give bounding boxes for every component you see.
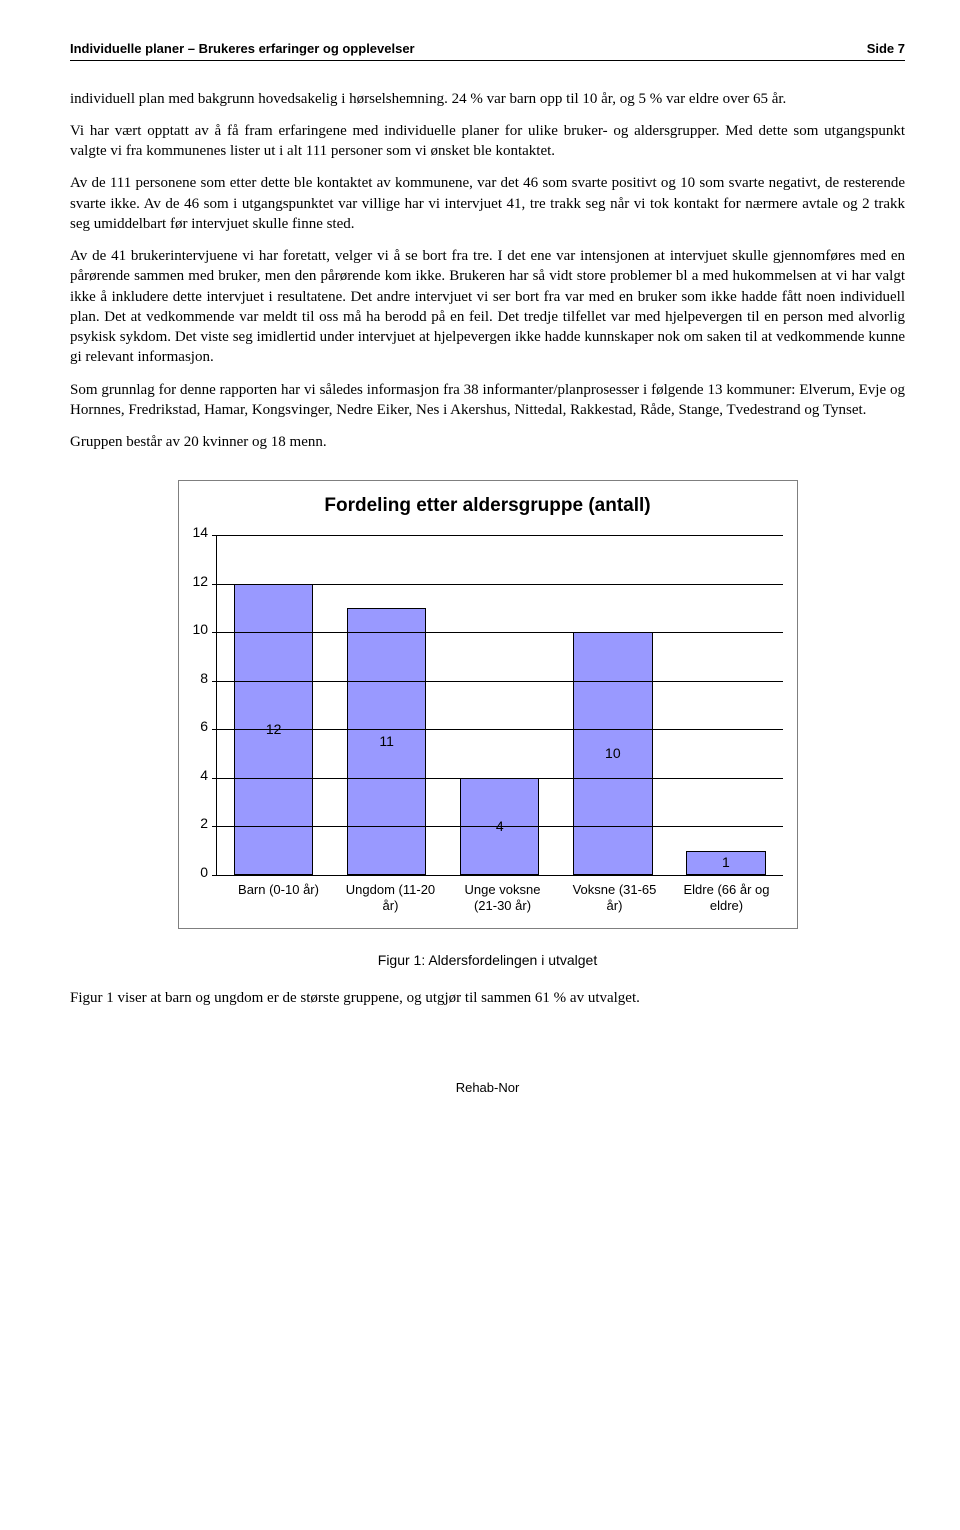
chart-gridline: [217, 729, 782, 730]
chart-bar-slot: 1: [675, 535, 777, 875]
chart-gridline: [217, 632, 782, 633]
chart-bar-value-label: 11: [379, 732, 394, 751]
chart-x-tick-label: Barn (0-10 år): [228, 882, 329, 915]
chart-gridline: [217, 535, 782, 536]
chart-bar-slot: 4: [449, 535, 551, 875]
chart-x-tick-label: Unge voksne (21-30 år): [452, 882, 553, 915]
chart-x-tick-label: Ungdom (11-20 år): [340, 882, 441, 915]
chart-title: Fordeling etter aldersgruppe (antall): [193, 493, 783, 519]
chart-bars-group: 12 11 4 10 1: [217, 535, 782, 875]
chart-plot-area: 12 11 4 10 1: [216, 535, 782, 876]
chart-x-tick-label: Voksne (31-65 år): [564, 882, 665, 915]
body-paragraph: individuell plan med bakgrunn hovedsakel…: [70, 89, 905, 109]
body-paragraph: Av de 41 brukerintervjuene vi har foreta…: [70, 246, 905, 368]
body-paragraph: Som grunnlag for denne rapporten har vi …: [70, 380, 905, 421]
chart-y-tick: [212, 632, 217, 633]
chart-bar: 1: [686, 851, 765, 875]
chart-bar-slot: 11: [336, 535, 438, 875]
chart-container: Fordeling etter aldersgruppe (antall) 14…: [178, 480, 798, 929]
chart-x-axis-labels: Barn (0-10 år) Ungdom (11-20 år) Unge voks…: [223, 882, 783, 915]
body-paragraph: Vi har vært opptatt av å få fram erfarin…: [70, 121, 905, 162]
chart-y-tick: [212, 584, 217, 585]
chart-y-tick: [212, 681, 217, 682]
page-header: Individuelle planer – Brukeres erfaringe…: [70, 40, 905, 61]
chart-bar: 10: [573, 632, 652, 875]
header-title: Individuelle planer – Brukeres erfaringe…: [70, 40, 415, 58]
header-page-number: Side 7: [867, 40, 905, 58]
chart-y-axis: 14121086420: [193, 535, 217, 875]
chart-bar-value-label: 10: [605, 744, 621, 763]
chart-y-tick: [212, 729, 217, 730]
chart-gridline: [217, 681, 782, 682]
chart-y-tick: [212, 826, 217, 827]
body-paragraph: Av de 111 personene som etter dette ble …: [70, 173, 905, 234]
chart-bar: 11: [347, 608, 426, 875]
chart-y-tick: [212, 778, 217, 779]
chart-x-tick-label: Eldre (66 år og eldre): [676, 882, 777, 915]
chart-bar-value-label: 1: [722, 853, 730, 872]
chart-y-tick: [212, 535, 217, 536]
figure-caption: Figur 1: Aldersfordelingen i utvalget: [70, 951, 905, 970]
chart-gridline: [217, 778, 782, 779]
chart-y-tick: [212, 875, 217, 876]
chart-bar-slot: 12: [223, 535, 325, 875]
closing-paragraph: Figur 1 viser at barn og ungdom er de st…: [70, 988, 905, 1008]
body-paragraph: Gruppen består av 20 kvinner og 18 menn.: [70, 432, 905, 452]
chart-box: Fordeling etter aldersgruppe (antall) 14…: [178, 480, 798, 929]
chart-gridline: [217, 826, 782, 827]
page-footer: Rehab-Nor: [70, 1079, 905, 1097]
chart-gridline: [217, 584, 782, 585]
chart-bar-slot: 10: [562, 535, 664, 875]
